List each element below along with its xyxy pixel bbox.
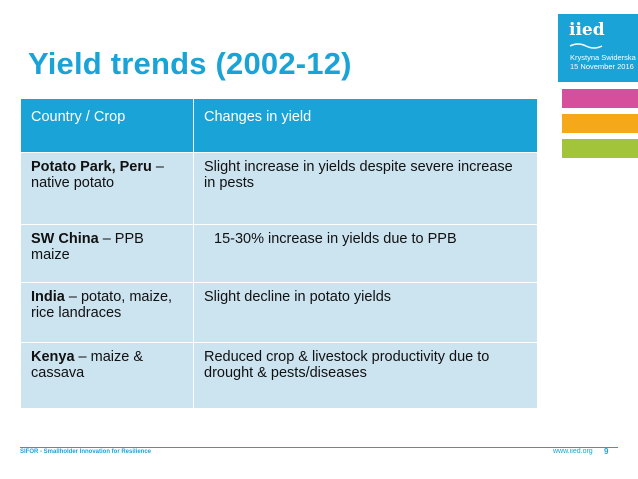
change-cell: Reduced crop & livestock productivity du… xyxy=(193,342,538,409)
header-changes-in-yield: Changes in yield xyxy=(193,98,538,153)
header-country-crop: Country / Crop xyxy=(20,98,194,153)
footer-project-name: SIFOR - Smallholder Innovation for Resil… xyxy=(20,449,152,455)
country-name: Potato Park, Peru xyxy=(31,159,152,175)
table-row: Potato Park, Peru – native potato Slight… xyxy=(20,152,538,225)
yield-trends-table: Country / Crop Changes in yield Potato P… xyxy=(20,98,538,409)
country-cell: SW China – PPB maize xyxy=(20,224,194,283)
country-name: India xyxy=(31,289,65,305)
decorative-bar-pink xyxy=(562,89,638,108)
country-name: SW China xyxy=(31,231,99,247)
presentation-date: 15 November 2016 xyxy=(570,62,634,71)
country-cell: Potato Park, Peru – native potato xyxy=(20,152,194,225)
table-row: India – potato, maize, rice landraces Sl… xyxy=(20,282,538,343)
iied-logo-text: iied xyxy=(569,20,605,40)
change-cell: Slight decline in potato yields xyxy=(193,282,538,343)
crop-text: – potato, maize, rice landraces xyxy=(31,289,173,321)
table-header-row: Country / Crop Changes in yield xyxy=(20,98,538,153)
author-name: Krystyna Swiderska xyxy=(570,53,636,62)
change-cell: 15-30% increase in yields due to PPB xyxy=(193,224,538,283)
table-row: SW China – PPB maize 15-30% increase in … xyxy=(20,224,538,283)
logo-swoosh-icon xyxy=(569,43,603,49)
country-cell: Kenya – maize & cassava xyxy=(20,342,194,409)
change-cell: Slight increase in yields despite severe… xyxy=(193,152,538,225)
footer-url-link[interactable]: www.iied.org xyxy=(553,448,593,455)
decorative-bar-orange xyxy=(562,114,638,133)
decorative-bar-green xyxy=(562,139,638,158)
crop-text: – maize & cassava xyxy=(31,349,144,381)
footer-divider xyxy=(20,447,618,448)
crop-text: – native potato xyxy=(31,159,164,191)
table-row: Kenya – maize & cassava Reduced crop & l… xyxy=(20,342,538,409)
page-number: 9 xyxy=(604,447,609,456)
slide-title: Yield trends (2002-12) xyxy=(28,46,352,81)
crop-text: – PPB maize xyxy=(31,231,144,263)
country-cell: India – potato, maize, rice landraces xyxy=(20,282,194,343)
country-name: Kenya xyxy=(31,349,75,365)
author-block: Krystyna Swiderska 15 November 2016 xyxy=(570,53,636,71)
